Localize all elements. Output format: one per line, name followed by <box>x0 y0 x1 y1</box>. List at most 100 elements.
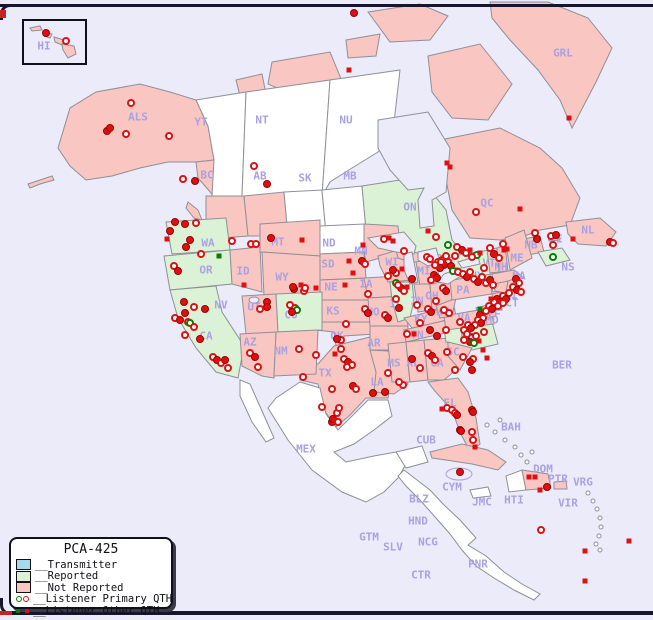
listener-other-marker <box>411 331 417 337</box>
listener-primary-marker <box>466 268 474 276</box>
listener-other-marker <box>313 285 319 291</box>
listener-primary-marker <box>335 404 343 412</box>
listener-primary-marker <box>499 240 507 248</box>
listener-dot-marker <box>166 227 174 235</box>
listener-dot-marker <box>181 220 189 228</box>
listener-primary-marker <box>250 162 258 170</box>
listener-primary-marker <box>451 366 459 374</box>
legend: PCA-425 __Transmitter __Reported __Not R… <box>9 537 173 617</box>
region-sd <box>319 251 367 281</box>
listener-primary-marker <box>342 320 350 328</box>
listener-dot-marker <box>182 243 190 251</box>
listener-dot-marker <box>468 366 476 374</box>
region-nt <box>241 79 331 197</box>
listener-dot-marker <box>469 408 477 416</box>
listener-other-marker <box>582 578 588 584</box>
not-reported-swatch <box>16 582 31 594</box>
listener-primary-marker <box>416 364 424 372</box>
region-cub <box>429 443 507 471</box>
listener-primary-marker <box>337 345 345 353</box>
listener-dot-marker <box>106 124 114 132</box>
legend-label: __Listener Other QTH <box>33 604 160 617</box>
listener-dot-marker <box>552 231 560 239</box>
listener-primary-marker <box>442 252 450 260</box>
listener-primary-marker <box>352 385 360 393</box>
listener-primary-marker <box>122 130 130 138</box>
region-id <box>229 246 263 293</box>
listener-other-marker <box>626 538 632 544</box>
listener-primary-marker <box>459 353 467 361</box>
listener-primary-marker <box>431 356 439 364</box>
window-frame-top <box>0 4 653 7</box>
listener-dot-marker <box>466 358 474 366</box>
listener-other-green-marker <box>477 306 483 312</box>
listener-other-marker <box>537 487 543 493</box>
hawaii-inset-box <box>22 19 87 65</box>
listener-dot-marker <box>42 29 50 37</box>
listener-primary-marker <box>318 403 326 411</box>
listener-dot-marker <box>186 236 194 244</box>
listener-primary-marker <box>394 281 402 289</box>
listener-primary-marker <box>537 526 545 534</box>
legend-label: __Transmitter <box>35 558 118 571</box>
listener-other-marker <box>467 247 473 253</box>
listener-other-marker <box>332 351 338 357</box>
yucatan <box>395 445 429 469</box>
bahamas-islands <box>484 417 535 465</box>
listener-other-marker <box>390 238 396 244</box>
listener-other-marker <box>532 474 538 480</box>
listener-other-swatch <box>16 608 29 613</box>
listener-other-marker <box>476 338 482 344</box>
listener-primary-marker <box>384 272 392 280</box>
listener-primary-marker <box>416 319 424 327</box>
listener-primary-marker <box>432 297 440 305</box>
listener-primary-marker <box>181 331 189 339</box>
listener-primary-marker <box>427 276 435 284</box>
listener-primary-marker <box>127 99 135 107</box>
listener-dot-marker <box>267 234 275 242</box>
window-frame-accent <box>0 611 12 615</box>
listener-dot-marker <box>389 266 397 274</box>
listener-primary-marker <box>380 235 388 243</box>
legend-label: __Listener Primary QTH <box>33 593 173 606</box>
listener-primary-marker <box>517 288 525 296</box>
listener-primary-green-marker <box>444 241 452 249</box>
listener-primary-marker <box>301 284 309 292</box>
listener-primary-marker <box>403 330 411 338</box>
legend-row-transmitter: __Transmitter <box>16 559 166 571</box>
listener-other-marker <box>566 115 572 121</box>
legend-row-listener-primary: __Listener Primary QTH <box>16 593 172 605</box>
baja-california <box>239 379 275 443</box>
listener-dot-marker <box>263 180 271 188</box>
listener-primary-marker <box>179 175 187 183</box>
listener-other-marker <box>570 236 576 242</box>
region-grl <box>489 1 613 130</box>
listener-primary-marker <box>252 240 260 248</box>
listener-other-marker <box>346 67 352 73</box>
region-me <box>504 229 533 271</box>
listener-dot-marker <box>221 356 229 364</box>
aleutian-islands <box>27 175 55 189</box>
listener-dot-marker <box>176 316 184 324</box>
listener-primary-marker <box>609 239 617 247</box>
legend-title: PCA-425 <box>63 542 119 557</box>
region-nm <box>273 329 319 377</box>
region-nl <box>565 217 617 247</box>
legend-row-not-reported: __Not Reported <box>16 582 166 594</box>
window-frame-bottom <box>0 611 653 615</box>
listener-other-marker <box>444 160 450 166</box>
listener-other-marker <box>477 250 483 256</box>
listener-other-marker <box>501 247 507 253</box>
listener-primary-marker <box>228 237 236 245</box>
listener-primary-marker <box>413 301 421 309</box>
listener-dot-marker <box>384 314 392 322</box>
transmitter-swatch <box>16 559 31 571</box>
hudson-bay <box>377 111 451 229</box>
listener-other-marker <box>386 235 392 241</box>
listener-dot-marker <box>171 218 179 226</box>
listener-dot-marker <box>427 308 435 316</box>
listener-primary-marker <box>395 378 403 386</box>
region-arctic-island <box>427 43 513 121</box>
listener-primary-marker <box>392 295 400 303</box>
listener-primary-swatch <box>16 596 29 603</box>
